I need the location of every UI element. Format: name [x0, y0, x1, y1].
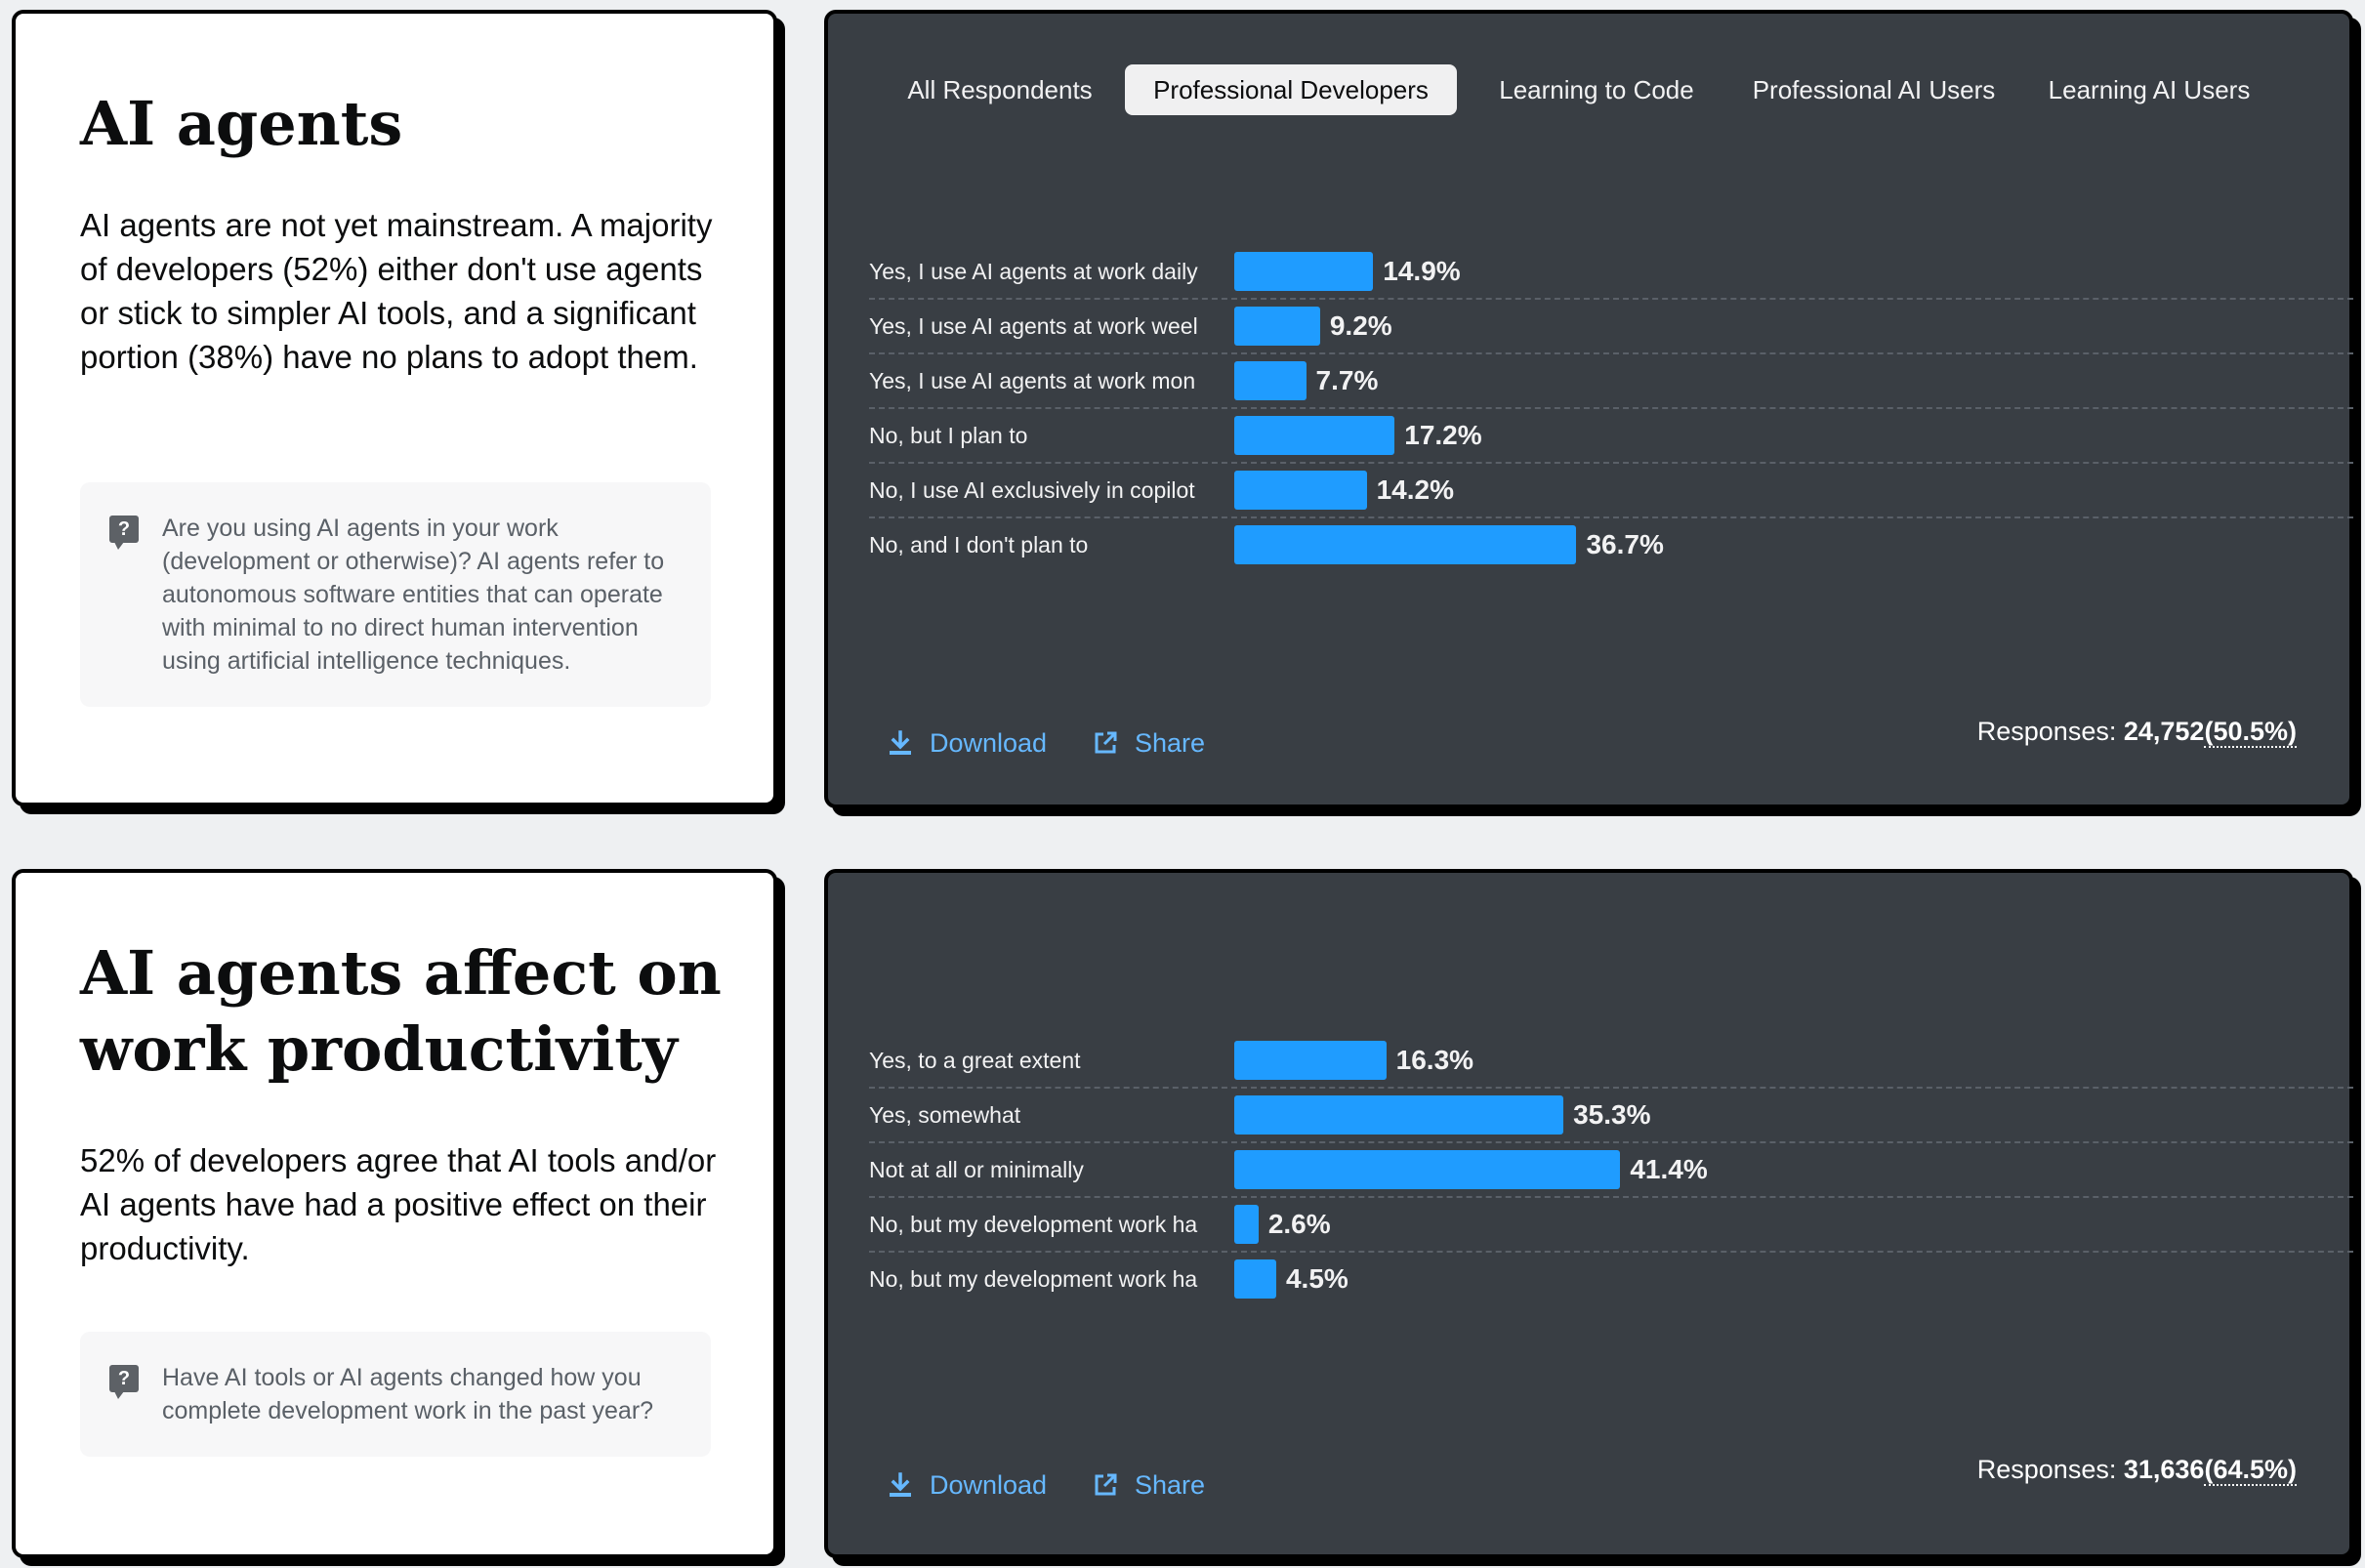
responses-percent[interactable]: (64.5%) [2204, 1455, 2297, 1486]
row-divider [869, 352, 2353, 354]
chart-row: No, I use AI exclusively in copilot 14.2% [869, 463, 2353, 518]
bar[interactable] [1234, 525, 1577, 564]
section-1-text-card: AI agents AI agents are not yet mainstre… [12, 10, 777, 806]
category-label: Yes, I use AI agents at work mon [869, 368, 1196, 393]
responses-count: 24,752 [2123, 717, 2205, 746]
bar[interactable] [1234, 361, 1307, 400]
bar[interactable] [1234, 1259, 1276, 1299]
category-label: Yes, to a great extent [869, 1048, 1081, 1073]
question-mark-icon: ? [109, 1365, 139, 1399]
download-button[interactable]: Download [887, 1461, 1053, 1509]
value-label: 36.7% [1586, 529, 1664, 559]
section-2-chart-card: Yes, to a great extent 16.3% Yes, somewhat… [824, 869, 2353, 1558]
row-divider [869, 1251, 2353, 1253]
row-divider [869, 462, 2353, 464]
row-divider [869, 407, 2353, 409]
chart-row: No, and I don't plan to 36.7% [869, 517, 2353, 572]
value-label: 7.7% [1315, 365, 1379, 395]
category-label: Yes, I use AI agents at work weel [869, 313, 1198, 339]
value-label: 2.6% [1267, 1209, 1331, 1239]
share-label: Share [1135, 728, 1206, 758]
chart-row: Yes, I use AI agents at work daily 14.9% [869, 244, 2353, 300]
section-2-text-card: AI agents affect on work productivity 52… [12, 869, 777, 1558]
section-1-chart-card: All Respondents Professional Developers … [824, 10, 2353, 808]
category-label: No, I use AI exclusively in copilot [869, 477, 1195, 503]
value-label: 35.3% [1573, 1099, 1651, 1130]
bar[interactable] [1234, 252, 1374, 291]
tab-professional-ai-users[interactable]: Professional AI Users [1752, 75, 1996, 104]
tab-learning-to-code[interactable]: Learning to Code [1499, 75, 1694, 104]
tab-learning-ai-users[interactable]: Learning AI Users [2048, 75, 2251, 104]
section-2-title: AI agents affect on work productivity [80, 937, 722, 1085]
download-icon [890, 1472, 911, 1497]
section-1-question-box: ? Are you using AI agents in your work (… [80, 482, 711, 707]
category-label: No, and I don't plan to [869, 532, 1089, 557]
bar[interactable] [1234, 307, 1320, 346]
share-icon [1095, 1473, 1117, 1496]
category-label: Yes, I use AI agents at work daily [869, 259, 1198, 284]
responses-label: Responses: [1976, 1455, 2117, 1484]
download-label: Download [930, 728, 1048, 758]
tab-all-respondents[interactable]: All Respondents [907, 75, 1093, 104]
agent-usage-bar-chart: Yes, I use AI agents at work daily 14.9% Y… [869, 244, 2353, 576]
row-divider [869, 1087, 2353, 1089]
value-label: 9.2% [1329, 310, 1392, 341]
row-divider [869, 298, 2353, 300]
row-divider [869, 1141, 2353, 1143]
bar[interactable] [1234, 1150, 1621, 1189]
bar[interactable] [1234, 1095, 1564, 1135]
share-icon [1095, 731, 1117, 754]
value-label: 16.3% [1395, 1045, 1474, 1075]
responses-count: 31,636 [2123, 1455, 2205, 1484]
chart-row: No, but my development work ha 2.6% [869, 1197, 2353, 1253]
category-label: Not at all or minimally [869, 1157, 1084, 1182]
chart-row: Not at all or minimally 41.4% [869, 1142, 2353, 1198]
chart-row: No, but my development work ha 4.5% [869, 1252, 2353, 1306]
category-label: No, but I plan to [869, 423, 1028, 448]
section-2-description: 52% of developers agree that AI tools an… [80, 1142, 717, 1266]
value-label: 14.2% [1376, 475, 1455, 505]
responses-label: Responses: [1976, 717, 2117, 746]
chart-row: Yes, I use AI agents at work mon 7.7% [869, 353, 2353, 409]
bar[interactable] [1234, 1041, 1387, 1080]
section-2-responses: Responses: 31,636(64.5%) [1977, 1445, 2297, 1494]
value-label: 41.4% [1630, 1154, 1708, 1184]
section-1-question-text: Are you using AI agents in your work (de… [162, 515, 665, 675]
category-label: No, but my development work ha [869, 1266, 1198, 1292]
value-label: 4.5% [1285, 1263, 1348, 1294]
section-1-responses: Responses: 24,752(50.5%) [1977, 707, 2297, 756]
section-1-title: AI agents [80, 88, 403, 159]
download-button[interactable]: Download [887, 719, 1053, 767]
responses-percent[interactable]: (50.5%) [2204, 717, 2297, 748]
row-divider [869, 516, 2353, 518]
category-label: No, but my development work ha [869, 1212, 1198, 1237]
question-mark-icon: ? [109, 516, 139, 550]
bar[interactable] [1234, 471, 1367, 510]
section-2-question-box: ? Have AI tools or AI agents changed how… [80, 1332, 711, 1457]
download-icon [890, 730, 911, 755]
value-label: 17.2% [1404, 420, 1482, 450]
share-label: Share [1135, 1470, 1206, 1500]
chart-row: No, but I plan to 17.2% [869, 408, 2353, 464]
row-divider [869, 1196, 2353, 1198]
value-label: 14.9% [1383, 256, 1461, 286]
productivity-bar-chart: Yes, to a great extent 16.3% Yes, somewhat… [869, 1033, 2353, 1316]
section-2-actions: Download Share [887, 1461, 1375, 1509]
bar[interactable] [1234, 416, 1395, 455]
share-button[interactable]: Share [1092, 1461, 1228, 1509]
chart-row: Yes, somewhat 35.3% [869, 1088, 2353, 1143]
chart-row: Yes, I use AI agents at work weel 9.2% [869, 299, 2353, 354]
section-1-description: AI agents are not yet mainstream. A majo… [80, 207, 713, 375]
download-label: Download [930, 1470, 1048, 1500]
chart-row: Yes, to a great extent 16.3% [869, 1033, 2353, 1089]
bar[interactable] [1234, 1205, 1259, 1244]
category-label: Yes, somewhat [869, 1102, 1021, 1128]
section-2-question-text: Have AI tools or AI agents changed how y… [162, 1364, 654, 1424]
section-1-actions: Download Share [887, 719, 1375, 767]
tab-professional-developers[interactable]: Professional Developers [1125, 64, 1457, 115]
share-button[interactable]: Share [1092, 719, 1228, 767]
